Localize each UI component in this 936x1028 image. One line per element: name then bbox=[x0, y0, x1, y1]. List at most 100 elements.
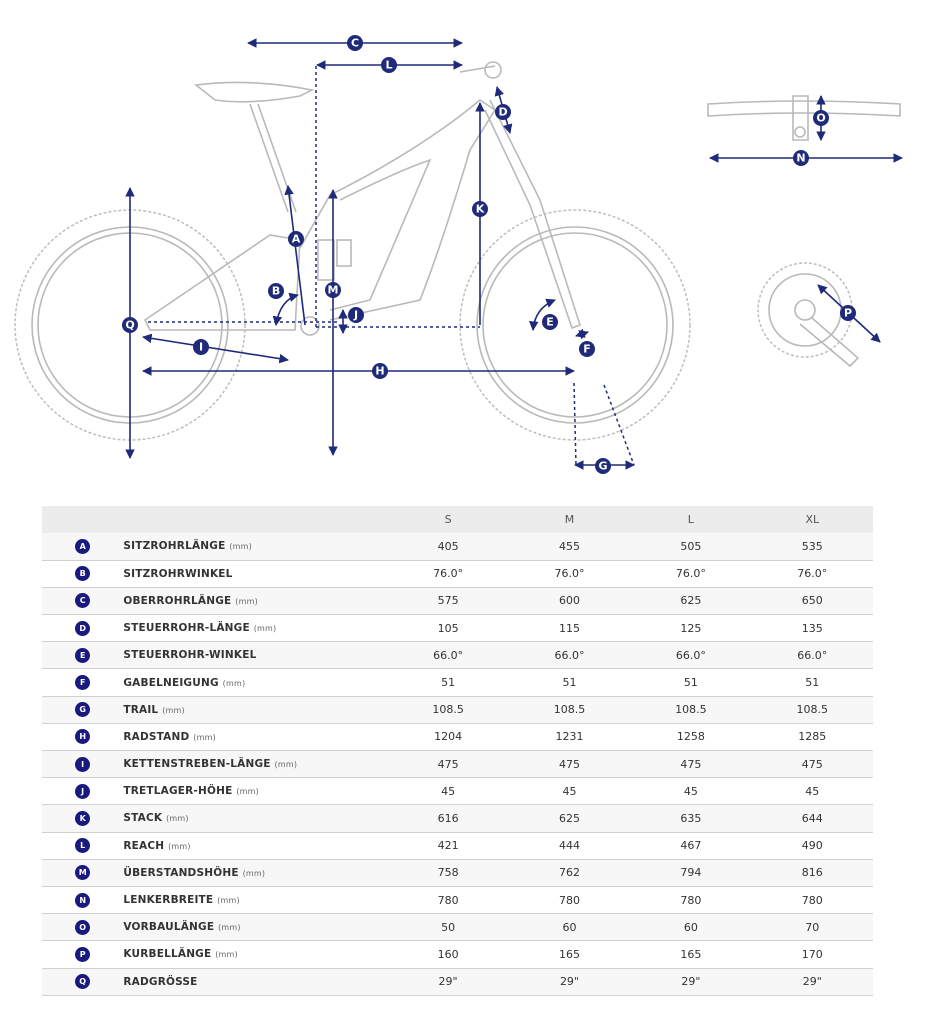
size-value: 51 bbox=[562, 676, 577, 690]
size-value: 1204 bbox=[434, 730, 463, 744]
measurement-unit: (mm) bbox=[162, 705, 185, 715]
marker-f: F bbox=[579, 341, 595, 357]
size-value: 794 bbox=[680, 866, 702, 880]
table-row: Q RADGRÖSSE 29" 29" 29" 29" bbox=[42, 968, 873, 996]
size-value: 66.0° bbox=[554, 648, 585, 662]
letter-badge: O bbox=[75, 919, 91, 935]
measurement-unit: (mm) bbox=[235, 596, 258, 606]
size-value: 780 bbox=[437, 893, 459, 907]
size-value: 165 bbox=[680, 947, 702, 961]
letter-badge: I bbox=[75, 756, 91, 772]
marker-c: C bbox=[347, 35, 363, 51]
size-value: 51 bbox=[683, 676, 698, 690]
size-value: 45 bbox=[441, 784, 456, 798]
size-value: 45 bbox=[562, 784, 577, 798]
measurement-name: STACK bbox=[123, 812, 163, 825]
size-value: 76.0° bbox=[797, 567, 828, 581]
letter-badge: P bbox=[75, 946, 91, 962]
table-row: L REACH (mm) 421 444 467 490 bbox=[42, 832, 873, 860]
measurement-name: GABELNEIGUNG bbox=[123, 676, 219, 689]
measurement-name: TRAIL bbox=[123, 703, 159, 716]
letter-badge: K bbox=[75, 810, 91, 826]
measurement-name: SITZROHRWINKEL bbox=[123, 567, 233, 580]
size-value: 50 bbox=[441, 920, 456, 934]
svg-text:H: H bbox=[375, 365, 384, 378]
size-value: 625 bbox=[680, 594, 702, 608]
table-row: H RADSTAND (mm) 1204 1231 1258 1285 bbox=[42, 723, 873, 751]
bike-geometry-diagram: C L D K A B M J Q I H E F G N O P bbox=[14, 35, 903, 474]
table-row: F GABELNEIGUNG (mm) 51 51 51 51 bbox=[42, 669, 873, 697]
marker-k: K bbox=[472, 201, 488, 217]
size-value: 108.5 bbox=[796, 703, 829, 717]
front-wheel bbox=[459, 209, 691, 441]
handlebar-detail bbox=[707, 95, 901, 141]
table-row: I KETTENSTREBEN-LÄNGE (mm) 475 475 475 475 bbox=[42, 750, 873, 778]
size-value: 125 bbox=[680, 621, 702, 635]
size-value: 780 bbox=[801, 893, 823, 907]
dimension-markers: C L D K A B M J Q I H E F G N O P bbox=[122, 35, 856, 474]
measurement-unit: (mm) bbox=[236, 787, 259, 797]
marker-e: E bbox=[542, 314, 558, 330]
marker-g: G bbox=[595, 458, 611, 474]
measurement-unit: (mm) bbox=[166, 814, 189, 824]
svg-text:B: B bbox=[272, 285, 280, 298]
geometry-table: S M L XL A SITZROHRLÄNGE (mm) 405 455 505 535… bbox=[42, 506, 873, 996]
size-header: M bbox=[564, 513, 575, 526]
size-value: 575 bbox=[437, 594, 459, 608]
size-value: 616 bbox=[437, 811, 459, 825]
size-value: 66.0° bbox=[797, 648, 828, 662]
measurement-name: REACH bbox=[123, 839, 165, 852]
size-value: 66.0° bbox=[433, 648, 464, 662]
svg-text:I: I bbox=[199, 341, 203, 354]
measurement-unit: (mm) bbox=[253, 624, 277, 634]
marker-o: O bbox=[813, 110, 829, 126]
size-value: 29" bbox=[802, 975, 822, 989]
size-value: 29" bbox=[438, 975, 458, 989]
marker-m: M bbox=[325, 282, 341, 298]
size-value: 60 bbox=[683, 920, 698, 934]
size-header: S bbox=[444, 513, 452, 526]
size-value: 1285 bbox=[798, 730, 827, 744]
svg-text:K: K bbox=[476, 203, 485, 216]
measurement-unit: (mm) bbox=[215, 950, 238, 960]
size-value: 475 bbox=[801, 757, 823, 771]
letter-badge: G bbox=[75, 702, 91, 718]
size-value: 1231 bbox=[555, 730, 584, 744]
size-value: 108.5 bbox=[675, 703, 707, 717]
svg-text:O: O bbox=[816, 112, 825, 125]
size-value: 45 bbox=[805, 784, 820, 798]
size-value: 1258 bbox=[676, 730, 705, 744]
table-row: J TRETLAGER-HÖHE (mm) 45 45 45 45 bbox=[42, 778, 873, 805]
size-value: 475 bbox=[437, 757, 459, 771]
table-row: K STACK (mm) 616 625 635 644 bbox=[42, 804, 873, 833]
table-row: B SITZROHRWINKEL 76.0° 76.0° 76.0° 76.0° bbox=[42, 560, 873, 588]
size-value: 51 bbox=[441, 676, 456, 690]
size-value: 455 bbox=[558, 539, 580, 553]
size-value: 490 bbox=[801, 839, 823, 853]
svg-text:D: D bbox=[498, 106, 507, 119]
svg-text:J: J bbox=[353, 309, 358, 322]
size-value: 535 bbox=[801, 539, 823, 553]
measurement-name: VORBAULÄNGE bbox=[123, 921, 215, 934]
table-row: O VORBAULÄNGE (mm) 50 60 60 70 bbox=[42, 913, 873, 941]
size-value: 405 bbox=[437, 539, 459, 553]
marker-l: L bbox=[381, 57, 397, 73]
measurement-name: STEUERROHR-WINKEL bbox=[123, 649, 257, 662]
measurement-unit: (mm) bbox=[242, 868, 266, 878]
measurement-name: RADGRÖSSE bbox=[123, 975, 198, 988]
table-row: D STEUERROHR-LÄNGE (mm) 105 115 125 135 bbox=[42, 615, 873, 642]
size-value: 644 bbox=[801, 811, 823, 825]
size-header: L bbox=[687, 513, 694, 526]
svg-text:P: P bbox=[844, 307, 852, 320]
measurement-unit: (mm) bbox=[229, 542, 252, 552]
measurement-unit: (mm) bbox=[274, 760, 298, 770]
dimension-lines bbox=[125, 38, 903, 470]
size-value: 51 bbox=[805, 676, 820, 690]
letter-badge: H bbox=[75, 729, 91, 745]
measurement-name: STEUERROHR-LÄNGE bbox=[123, 622, 250, 635]
letter-badge: J bbox=[75, 783, 91, 799]
size-value: 70 bbox=[805, 920, 820, 934]
size-value: 475 bbox=[558, 757, 580, 771]
size-value: 444 bbox=[558, 839, 580, 853]
